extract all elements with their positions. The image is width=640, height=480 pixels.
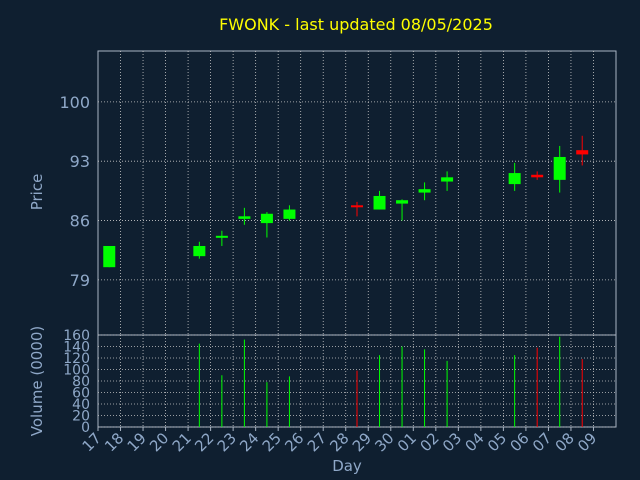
candle-body: [260, 213, 273, 224]
volume-tick-label: 40: [72, 397, 90, 413]
volume-axis-label: Volume (0000): [28, 326, 46, 436]
candle-body: [103, 245, 116, 268]
candle-body: [351, 205, 363, 208]
price-tick-label: 86: [70, 212, 90, 231]
candle-body: [553, 156, 566, 180]
candle-body: [373, 195, 386, 210]
volume-tick-label: 80: [72, 374, 90, 390]
candle-body: [215, 235, 228, 238]
volume-tick-label: 0: [81, 420, 90, 436]
price-tick-label: 79: [70, 271, 90, 290]
price-tick-label: 93: [70, 152, 90, 171]
candle-body: [576, 150, 589, 155]
price-tick-label: 100: [59, 93, 90, 112]
price-panel: 79 86 93 100: [59, 50, 617, 336]
candle-body: [396, 200, 409, 204]
volume-tick-label: 20: [72, 409, 90, 425]
candle-body: [441, 177, 454, 182]
volume-tick-label: 60: [72, 386, 90, 402]
candle-body: [283, 209, 296, 219]
volume-tick-label: 120: [63, 351, 90, 367]
price-axis-label: Price: [28, 174, 46, 211]
candle-body: [508, 173, 521, 185]
volume-tick-label: 100: [63, 363, 90, 379]
chart-title: FWONK - last updated 08/05/2025: [219, 15, 493, 34]
x-axis: 1718192021222324252627282930010203040506…: [79, 427, 600, 455]
volume-tick-label: 160: [63, 328, 90, 344]
candle-body: [238, 216, 251, 219]
candle-body: [418, 189, 431, 193]
x-axis-label: Day: [332, 457, 362, 475]
candle-body: [531, 174, 544, 178]
candle-body: [193, 245, 206, 257]
volume-tick-label: 140: [63, 340, 90, 356]
